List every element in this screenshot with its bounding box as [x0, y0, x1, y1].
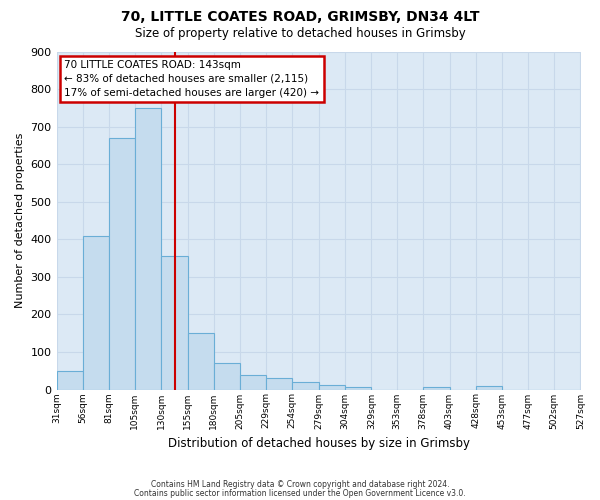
Bar	[214, 363, 241, 390]
Text: 70 LITTLE COATES ROAD: 143sqm
← 83% of detached houses are smaller (2,115)
17% o: 70 LITTLE COATES ROAD: 143sqm ← 83% of d…	[64, 60, 319, 98]
Bar	[423, 386, 449, 390]
Y-axis label: Number of detached properties: Number of detached properties	[15, 133, 25, 308]
Bar	[292, 382, 319, 390]
Bar	[161, 256, 188, 390]
Bar	[83, 236, 109, 390]
Text: Size of property relative to detached houses in Grimsby: Size of property relative to detached ho…	[134, 28, 466, 40]
X-axis label: Distribution of detached houses by size in Grimsby: Distribution of detached houses by size …	[167, 437, 470, 450]
Bar	[56, 370, 83, 390]
Bar	[241, 375, 266, 390]
Bar	[319, 385, 345, 390]
Bar	[109, 138, 135, 390]
Text: 70, LITTLE COATES ROAD, GRIMSBY, DN34 4LT: 70, LITTLE COATES ROAD, GRIMSBY, DN34 4L…	[121, 10, 479, 24]
Bar	[135, 108, 161, 390]
Bar	[266, 378, 292, 390]
Bar	[188, 333, 214, 390]
Bar	[476, 386, 502, 390]
Text: Contains HM Land Registry data © Crown copyright and database right 2024.: Contains HM Land Registry data © Crown c…	[151, 480, 449, 489]
Bar	[345, 386, 371, 390]
Text: Contains public sector information licensed under the Open Government Licence v3: Contains public sector information licen…	[134, 488, 466, 498]
